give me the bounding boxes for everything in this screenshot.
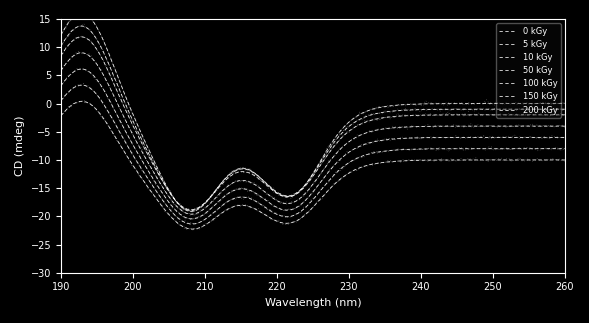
10 kGy bbox=[57, 54, 64, 58]
0 kGy bbox=[90, 20, 97, 24]
100 kGy bbox=[90, 74, 97, 78]
5 kGy bbox=[154, 168, 161, 172]
Line: 10 kGy: 10 kGy bbox=[61, 37, 565, 210]
150 kGy bbox=[154, 191, 161, 194]
200 kGy bbox=[154, 198, 161, 202]
150 kGy bbox=[80, 83, 87, 87]
10 kGy bbox=[197, 205, 204, 209]
5 kGy bbox=[78, 24, 85, 28]
150 kGy bbox=[90, 89, 97, 93]
Line: 50 kGy: 50 kGy bbox=[61, 53, 565, 214]
100 kGy bbox=[541, 135, 548, 139]
150 kGy bbox=[541, 147, 548, 151]
150 kGy bbox=[78, 83, 85, 87]
0 kGy bbox=[80, 11, 87, 15]
5 kGy bbox=[90, 33, 97, 37]
0 kGy bbox=[197, 206, 204, 210]
200 kGy bbox=[189, 227, 196, 231]
50 kGy bbox=[561, 124, 568, 128]
50 kGy bbox=[154, 176, 161, 180]
Line: 0 kGy: 0 kGy bbox=[61, 13, 565, 211]
Legend: 0 kGy, 5 kGy, 10 kGy, 50 kGy, 100 kGy, 150 kGy, 200 kGy: 0 kGy, 5 kGy, 10 kGy, 50 kGy, 100 kGy, 1… bbox=[496, 23, 561, 118]
Y-axis label: CD (mdeg): CD (mdeg) bbox=[15, 116, 25, 176]
0 kGy bbox=[78, 11, 85, 15]
Line: 200 kGy: 200 kGy bbox=[61, 101, 565, 229]
200 kGy bbox=[90, 105, 97, 109]
0 kGy bbox=[154, 165, 161, 169]
200 kGy bbox=[57, 114, 64, 118]
50 kGy bbox=[78, 51, 85, 55]
5 kGy bbox=[80, 24, 87, 28]
200 kGy bbox=[197, 225, 204, 229]
X-axis label: Wavelength (nm): Wavelength (nm) bbox=[264, 298, 361, 308]
150 kGy bbox=[523, 147, 530, 151]
10 kGy bbox=[523, 113, 530, 117]
50 kGy bbox=[523, 124, 530, 128]
5 kGy bbox=[561, 107, 568, 111]
0 kGy bbox=[541, 102, 548, 106]
0 kGy bbox=[187, 209, 194, 213]
0 kGy bbox=[561, 102, 568, 106]
200 kGy bbox=[523, 158, 530, 162]
50 kGy bbox=[80, 51, 87, 55]
10 kGy bbox=[541, 113, 548, 117]
150 kGy bbox=[189, 222, 196, 226]
100 kGy bbox=[154, 183, 161, 187]
50 kGy bbox=[189, 212, 196, 216]
10 kGy bbox=[78, 35, 85, 39]
100 kGy bbox=[80, 67, 87, 71]
100 kGy bbox=[197, 215, 204, 219]
Line: 5 kGy: 5 kGy bbox=[61, 26, 565, 211]
0 kGy bbox=[523, 102, 530, 106]
50 kGy bbox=[57, 69, 64, 73]
150 kGy bbox=[561, 147, 568, 151]
150 kGy bbox=[197, 220, 204, 224]
10 kGy bbox=[90, 43, 97, 47]
100 kGy bbox=[78, 67, 85, 71]
Line: 150 kGy: 150 kGy bbox=[61, 85, 565, 224]
100 kGy bbox=[561, 135, 568, 139]
0 kGy bbox=[57, 33, 64, 37]
150 kGy bbox=[57, 99, 64, 103]
5 kGy bbox=[541, 107, 548, 111]
10 kGy bbox=[561, 113, 568, 117]
10 kGy bbox=[80, 35, 87, 39]
10 kGy bbox=[154, 170, 161, 174]
100 kGy bbox=[523, 135, 530, 139]
50 kGy bbox=[197, 210, 204, 214]
200 kGy bbox=[561, 158, 568, 162]
Line: 100 kGy: 100 kGy bbox=[61, 69, 565, 219]
100 kGy bbox=[57, 84, 64, 88]
200 kGy bbox=[80, 99, 87, 103]
100 kGy bbox=[189, 217, 196, 221]
5 kGy bbox=[197, 205, 204, 209]
5 kGy bbox=[187, 209, 194, 213]
50 kGy bbox=[90, 58, 97, 62]
200 kGy bbox=[78, 99, 85, 103]
200 kGy bbox=[541, 158, 548, 162]
5 kGy bbox=[57, 44, 64, 48]
50 kGy bbox=[541, 124, 548, 128]
10 kGy bbox=[187, 208, 194, 212]
5 kGy bbox=[523, 107, 530, 111]
